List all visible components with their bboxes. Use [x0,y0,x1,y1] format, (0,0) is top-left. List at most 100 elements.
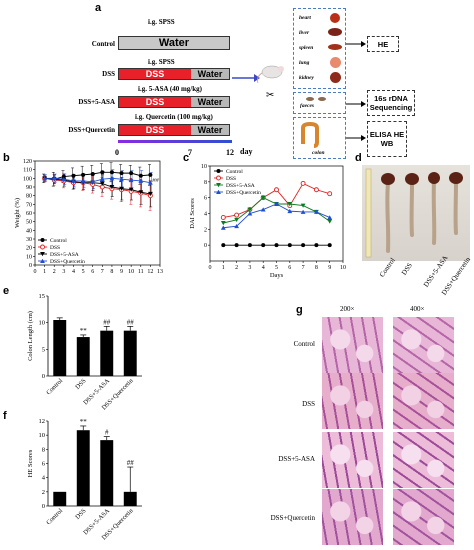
data-point [90,172,95,176]
photo-label-dss: DSS [400,261,414,277]
histology-image [393,317,454,373]
legend-entry: DSS [226,176,236,182]
y-tick-label: 2 [204,227,207,233]
organ-liver-label: liver [299,30,310,36]
timeline-unit: day [240,147,253,156]
x-tick-label: 5 [82,269,85,275]
bar-DSS+5-ASA [100,330,114,376]
y-tick-label: 50 [26,220,32,226]
significance-annotation: ## [152,177,159,184]
series-line-DSS+5-ASA [223,197,330,224]
colon-photo [362,165,470,261]
histology-image [322,373,383,429]
y-axis-label: Colon Length (cm) [27,311,34,361]
histology-image [322,317,383,373]
data-point [109,185,115,190]
data-point [313,187,319,193]
data-point [221,243,226,248]
data-point [148,172,153,177]
bar-DSS+Quercetin [123,330,137,376]
y-tick-label: 4 [42,475,46,482]
y-tick-label: 6 [204,196,207,202]
data-point [234,243,239,248]
control-bar: Water [118,36,230,50]
y-axis-label: HE Scores [27,449,34,477]
y-tick-label: 8 [204,180,207,186]
colon-photo-labels: Control DSS DSS+5-ASA DSS+Quercetin [378,254,474,306]
colon-specimens [365,168,463,258]
5asa-treatment: i.g. 5-ASA (40 mg/kg) [138,85,202,93]
y-axis-label: Weight (%) [14,198,21,228]
colon-icon [301,122,319,148]
significance-label: ## [103,318,111,326]
legend-entry: DSS+5-ASA [50,252,79,258]
x-tick-label: 7 [101,269,104,275]
legend-marker [40,258,45,263]
data-point [300,203,306,208]
y-tick-label: 6 [42,461,46,468]
bar-DSS+5-ASA [100,440,114,506]
heart-icon [330,13,340,23]
data-point [274,201,279,206]
lung-icon [330,57,341,68]
significance-label: ## [127,459,135,467]
data-point [42,176,48,181]
data-point [71,178,76,183]
x-tick-label: 8 [110,269,113,275]
data-point [327,215,333,220]
legend-entry: DSS+Quercetin [50,259,85,265]
data-point [314,209,319,214]
organ-heart-label: heart [299,15,311,21]
result-arrows [346,41,366,141]
y-tick-label: 30 [26,237,32,243]
y-tick-label: 60 [26,211,32,217]
y-tick-label: 20 [26,246,32,252]
y-tick-label: 15 [39,293,46,300]
data-point [119,186,124,191]
category-label: Control [45,377,64,396]
data-point [247,243,252,248]
y-tick-label: 0 [29,263,32,269]
x-tick-label: 3 [248,265,251,271]
data-point [301,243,306,248]
x-tick-label: 7 [302,265,305,271]
timeline-tick-12: 12 [226,148,234,157]
data-point [128,177,134,183]
category-label: DSS [74,377,88,391]
quercetin-dss-segment: DSS [119,125,191,135]
y-tick-label: 110 [23,168,32,174]
bar-DSS+Quercetin [123,491,137,506]
x-tick-label: 10 [128,269,134,275]
data-point [51,176,57,181]
data-point [327,191,333,197]
y-tick-label: 100 [23,176,32,182]
control-treatment: i.g. SPSS [148,18,175,26]
organ-kidney-label: kidney [299,75,314,81]
kidney-icon [330,72,341,83]
data-point [99,181,105,186]
x-tick-label: 9 [120,269,123,275]
panel-f-label: f [3,410,7,422]
data-point [300,180,306,186]
y-tick-label: 10 [39,432,46,439]
data-point [80,178,86,183]
control-water-segment: Water [158,37,190,49]
x-tick-label: 2 [235,265,238,271]
histology-image [393,489,454,545]
data-point [287,202,293,207]
result-colon-assays: ELISA HE WB [367,121,407,157]
bar-Control [53,320,67,376]
data-point [128,187,134,192]
x-tick-label: 4 [72,269,75,275]
x-tick-label: 1 [222,265,225,271]
organs-box: heart liver spleen lung kidney [293,8,346,89]
quercetin-water-segment: Water [191,125,229,135]
data-point [138,173,143,178]
significance-label: ** [80,327,88,335]
x-tick-label: 6 [91,269,94,275]
series-line-Control [44,171,151,180]
data-point [300,209,306,214]
x-tick-label: 6 [288,265,291,271]
panel-g-label: g [296,304,303,316]
